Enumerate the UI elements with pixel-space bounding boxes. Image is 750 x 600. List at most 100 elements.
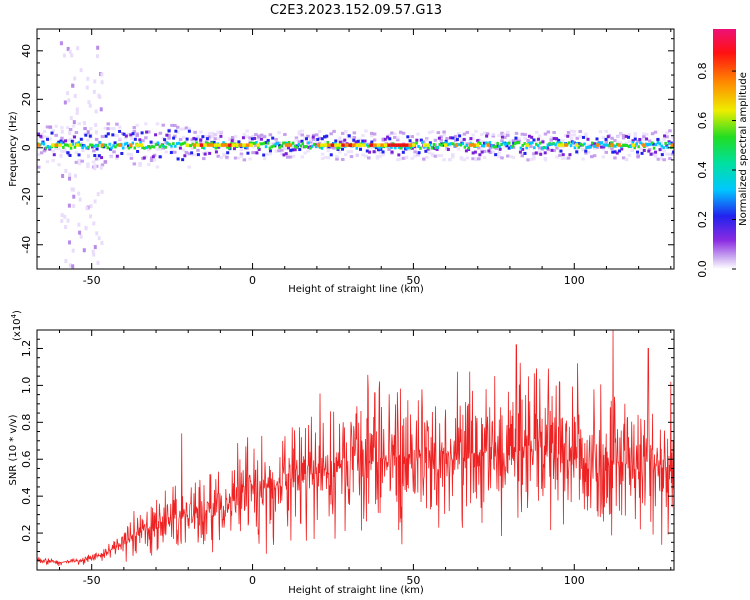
spectral-cell — [463, 145, 467, 149]
spectral-cell — [95, 147, 99, 151]
spectral-cell — [152, 145, 156, 149]
spectral-cell — [42, 130, 47, 134]
spectral-cell — [66, 46, 70, 51]
spectral-cell — [480, 133, 484, 137]
spectral-cell — [96, 144, 100, 148]
spectral-cell — [97, 236, 101, 241]
spectral-cell — [147, 145, 150, 149]
spectral-cell — [60, 129, 64, 134]
spectral-cell — [204, 134, 209, 138]
spectral-cell — [99, 165, 103, 170]
colorbar: 0.0 0.2 0.4 0.6 0.8 Normalized spectral ampl… — [696, 29, 749, 278]
spectral-cell — [532, 157, 536, 161]
spectral-cell — [297, 132, 302, 136]
spectral-cell — [123, 142, 127, 146]
spectral-cell — [181, 127, 186, 131]
spectral-cell — [173, 150, 177, 154]
spectral-cell — [152, 141, 157, 145]
spectral-cell — [592, 146, 597, 150]
spectral-cell — [610, 147, 614, 151]
spectral-cell — [564, 143, 568, 147]
spectral-cell — [627, 145, 631, 149]
spectral-cell — [286, 155, 290, 159]
spectral-cell — [462, 158, 467, 162]
spectral-cell — [557, 143, 561, 147]
spectral-cell — [54, 133, 58, 137]
spectrogram-marks — [37, 41, 674, 269]
spectral-cell — [506, 130, 510, 134]
spectral-cell — [442, 133, 446, 137]
spectral-cell — [512, 141, 516, 145]
spectral-cell — [187, 127, 192, 131]
spectral-cell — [567, 141, 571, 145]
spectral-cell — [507, 146, 511, 150]
spectral-cell — [239, 152, 244, 156]
spectral-cell — [181, 148, 186, 152]
spectral-cell — [87, 100, 91, 105]
spectral-cell — [287, 141, 291, 145]
spectral-cell — [67, 98, 71, 103]
spectral-cell — [584, 132, 588, 136]
figure-title: C2E3.2023.152.09.57.G13 — [270, 3, 442, 18]
spectral-cell — [550, 142, 553, 146]
spectral-cell — [86, 76, 90, 81]
spectral-cell — [268, 145, 273, 149]
spectral-cell — [193, 130, 197, 134]
spectral-cell — [44, 146, 48, 150]
spectral-cell — [394, 143, 398, 147]
spectral-cell — [662, 146, 665, 150]
spectral-cell — [74, 131, 79, 135]
spectral-cell — [430, 130, 435, 134]
spectral-cell — [509, 145, 513, 149]
spectral-cell — [581, 143, 584, 147]
snr-series-line — [37, 330, 674, 566]
snr-ticks: -50 0 50 100 0.2 0.4 0.6 0.8 1.0 1.2 — [20, 330, 674, 587]
spectral-cell — [268, 152, 273, 156]
spectral-cell — [577, 145, 580, 149]
spectral-cell — [623, 143, 627, 147]
spectral-cell — [100, 189, 104, 194]
spectral-cell — [424, 149, 428, 153]
spectral-cell — [57, 140, 61, 144]
spectral-cell — [397, 143, 402, 147]
spectral-cell — [631, 139, 635, 143]
spectral-cell — [439, 154, 443, 158]
spectral-cell — [338, 150, 342, 154]
spectral-cell — [536, 144, 540, 148]
spectral-cell — [362, 143, 367, 147]
spectral-cell — [471, 151, 475, 155]
spectral-cell — [480, 148, 484, 152]
spectral-cell — [543, 151, 547, 155]
spectrogram-xlabel: Height of straight line (km) — [288, 284, 424, 295]
spectral-cell — [316, 143, 321, 147]
snr-xlabel: Height of straight line (km) — [288, 585, 424, 596]
spectral-cell — [506, 133, 510, 137]
spectral-cell — [631, 141, 635, 145]
spectral-cell — [390, 150, 394, 154]
spectral-cell — [358, 138, 362, 142]
spectral-cell — [410, 146, 414, 150]
spectral-cell — [297, 140, 302, 144]
spectral-cell — [535, 139, 539, 143]
spectral-cell — [297, 142, 301, 146]
spectral-cell — [60, 213, 64, 218]
spectral-cell — [317, 141, 322, 145]
spectral-cell — [94, 137, 99, 141]
spectral-cell — [268, 149, 272, 153]
spectral-cell — [274, 142, 277, 146]
spectral-cell — [237, 140, 241, 144]
spectral-cell — [314, 133, 319, 137]
spectral-cell — [427, 131, 432, 135]
spectral-cell — [538, 141, 542, 145]
spectral-cell — [610, 136, 614, 140]
spectral-cell — [647, 149, 651, 153]
spectral-cell — [572, 144, 577, 148]
spectral-cell — [359, 143, 363, 147]
spectral-cell — [662, 158, 666, 162]
spectral-cell — [640, 151, 644, 155]
spectral-cell — [40, 141, 44, 145]
spectral-cell — [365, 143, 368, 147]
spectral-cell — [427, 151, 432, 155]
spectral-cell — [115, 134, 119, 138]
spectral-cell — [542, 146, 546, 150]
